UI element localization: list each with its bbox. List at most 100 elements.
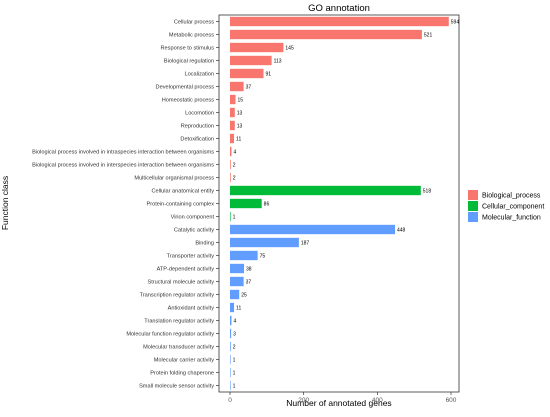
- x-tick-label-200: 200: [298, 397, 309, 404]
- bar-cellular-process: [230, 16, 449, 27]
- x-tick-label-600: 600: [446, 397, 457, 404]
- bar-molecular-transducer-activity: [230, 341, 231, 352]
- bar-response-to-stimulus: [230, 42, 284, 53]
- bar-translation-regulator-activity: [230, 315, 232, 326]
- legend-label-biological-process: Biological_process: [482, 193, 541, 200]
- category-label-locomotion: Locomotion: [185, 111, 214, 117]
- bar-locomotion: [230, 107, 235, 118]
- category-label-molecular-function-regulator-activity: Molecular function regulator activity: [126, 332, 214, 338]
- category-label-antioxidant-activity: Antioxidant activity: [168, 306, 215, 312]
- value-label-homeostatic-process: 15: [238, 98, 244, 104]
- value-label-small-molecule-sensor-activity: 1: [233, 384, 236, 390]
- value-label-protein-folding-chaperone: 1: [233, 371, 236, 377]
- value-label-transcription-regulator-activity: 25: [241, 293, 247, 299]
- y-axis-label: Function class: [0, 176, 10, 230]
- category-label-multicellular-organismal-process: Multicellular organismal process: [134, 176, 214, 182]
- value-label-multicellular-organismal-process: 2: [233, 176, 236, 182]
- category-label-localization: Localization: [184, 72, 214, 78]
- legend-label-molecular-function: Molecular_function: [482, 215, 541, 222]
- bar-localization: [230, 68, 264, 79]
- value-label-biological-regulation: 113: [274, 59, 282, 65]
- bar-reproduction: [230, 120, 235, 131]
- legend-swatch-biological-process: [468, 190, 478, 200]
- value-labels: 5945211451139137151313114225188614481877…: [233, 20, 460, 390]
- chart-title: GO annotation: [308, 3, 370, 14]
- value-label-atp-dependent-activity: 38: [246, 267, 252, 273]
- value-label-developmental-process: 37: [246, 85, 252, 91]
- bar-detoxification: [230, 133, 235, 144]
- x-axis-ticks: 0 200 400 600: [228, 392, 457, 404]
- category-label-detoxification: Detoxification: [180, 137, 214, 143]
- category-label-cellular-process: Cellular process: [174, 20, 214, 26]
- legend-label-cellular-component: Cellular_component: [482, 204, 544, 211]
- value-label-translation-regulator-activity: 4: [233, 319, 236, 325]
- category-label-catalytic-activity: Catalytic activity: [174, 228, 214, 234]
- category-label-protein-folding-chaperone: Protein folding chaperone: [150, 371, 214, 377]
- bar-homeostatic-process: [230, 94, 236, 105]
- category-label-molecular-carrier-activity: Molecular carrier activity: [154, 358, 215, 364]
- value-label-biological-process-involved-in-interspecies-interaction-between-organisms: 2: [233, 163, 236, 169]
- value-label-molecular-transducer-activity: 2: [233, 345, 236, 351]
- value-label-localization: 91: [266, 72, 272, 78]
- bar-binding: [230, 237, 299, 248]
- category-label-developmental-process: Developmental process: [156, 85, 215, 91]
- category-label-protein-containing-complex: Protein-containing complex: [147, 202, 215, 208]
- bar-metabolic-process: [230, 29, 422, 40]
- value-label-virion-component: 1: [233, 215, 236, 221]
- bar-biological-regulation: [230, 55, 272, 66]
- bar-multicellular-organismal-process: [230, 172, 231, 183]
- bar-structural-molecule-activity: [230, 276, 244, 287]
- value-label-protein-containing-complex: 86: [264, 202, 270, 208]
- bar-atp-dependent-activity: [230, 263, 244, 274]
- bar-antioxidant-activity: [230, 302, 235, 313]
- category-label-binding: Binding: [195, 241, 214, 247]
- category-label-transcription-regulator-activity: Transcription regulator activity: [140, 293, 215, 299]
- legend-swatch-cellular-component: [468, 201, 478, 211]
- category-label-reproduction: Reproduction: [181, 124, 214, 130]
- value-label-metabolic-process: 521: [424, 33, 433, 39]
- value-label-binding: 187: [301, 241, 310, 247]
- category-label-biological-process-involved-in-intraspecies-interaction-between-organisms: Biological process involved in intraspec…: [32, 150, 214, 156]
- bar-transporter-activity: [230, 250, 258, 261]
- category-label-structural-molecule-activity: Structural molecule activity: [147, 280, 214, 286]
- value-label-catalytic-activity: 448: [397, 228, 406, 234]
- category-label-transporter-activity: Transporter activity: [167, 254, 215, 260]
- category-label-molecular-transducer-activity: Molecular transducer activity: [143, 345, 214, 351]
- x-axis-label: Number of annotated genes: [286, 398, 391, 408]
- category-label-response-to-stimulus: Response to stimulus: [161, 46, 215, 52]
- value-label-molecular-carrier-activity: 1: [233, 358, 236, 364]
- x-tick-label-0: 0: [228, 397, 232, 404]
- category-label-metabolic-process: Metabolic process: [169, 33, 214, 39]
- bar-protein-containing-complex: [230, 198, 262, 209]
- category-label-biological-process-involved-in-interspecies-interaction-between-organisms: Biological process involved in interspec…: [32, 163, 214, 169]
- bar-developmental-process: [230, 81, 244, 92]
- value-label-detoxification: 11: [236, 137, 241, 143]
- value-label-response-to-stimulus: 145: [285, 46, 294, 52]
- value-label-cellular-process: 594: [451, 20, 460, 26]
- value-label-antioxidant-activity: 11: [236, 306, 241, 312]
- bar-transcription-regulator-activity: [230, 289, 240, 300]
- value-label-cellular-anatomical-entity: 518: [423, 189, 432, 195]
- bar-molecular-carrier-activity: [230, 354, 231, 365]
- bar-catalytic-activity: [230, 224, 396, 235]
- value-label-reproduction: 13: [237, 124, 243, 130]
- value-label-structural-molecule-activity: 37: [246, 280, 252, 286]
- legend-swatch-molecular-function: [468, 212, 478, 222]
- category-label-cellular-anatomical-entity: Cellular anatomical entity: [152, 189, 215, 195]
- value-label-biological-process-involved-in-intraspecies-interaction-between-organisms: 4: [233, 150, 236, 156]
- bar-molecular-function-regulator-activity: [230, 328, 232, 339]
- bar-biological-process-involved-in-intraspecies-interaction-between-organisms: [230, 146, 232, 157]
- bar-virion-component: [230, 211, 231, 222]
- bar-protein-folding-chaperone: [230, 367, 231, 378]
- bar-small-molecule-sensor-activity: [230, 380, 231, 391]
- bars-layer: [230, 16, 449, 391]
- value-label-transporter-activity: 75: [260, 254, 266, 260]
- category-labels: Cellular process Metabolic process Respons…: [32, 20, 219, 390]
- category-label-homeostatic-process: Homeostatic process: [162, 98, 214, 104]
- category-label-virion-component: Virion component: [171, 215, 215, 221]
- category-label-translation-regulator-activity: Translation regulator activity: [144, 319, 214, 325]
- value-label-molecular-function-regulator-activity: 3: [233, 332, 236, 338]
- value-label-locomotion: 13: [237, 111, 243, 117]
